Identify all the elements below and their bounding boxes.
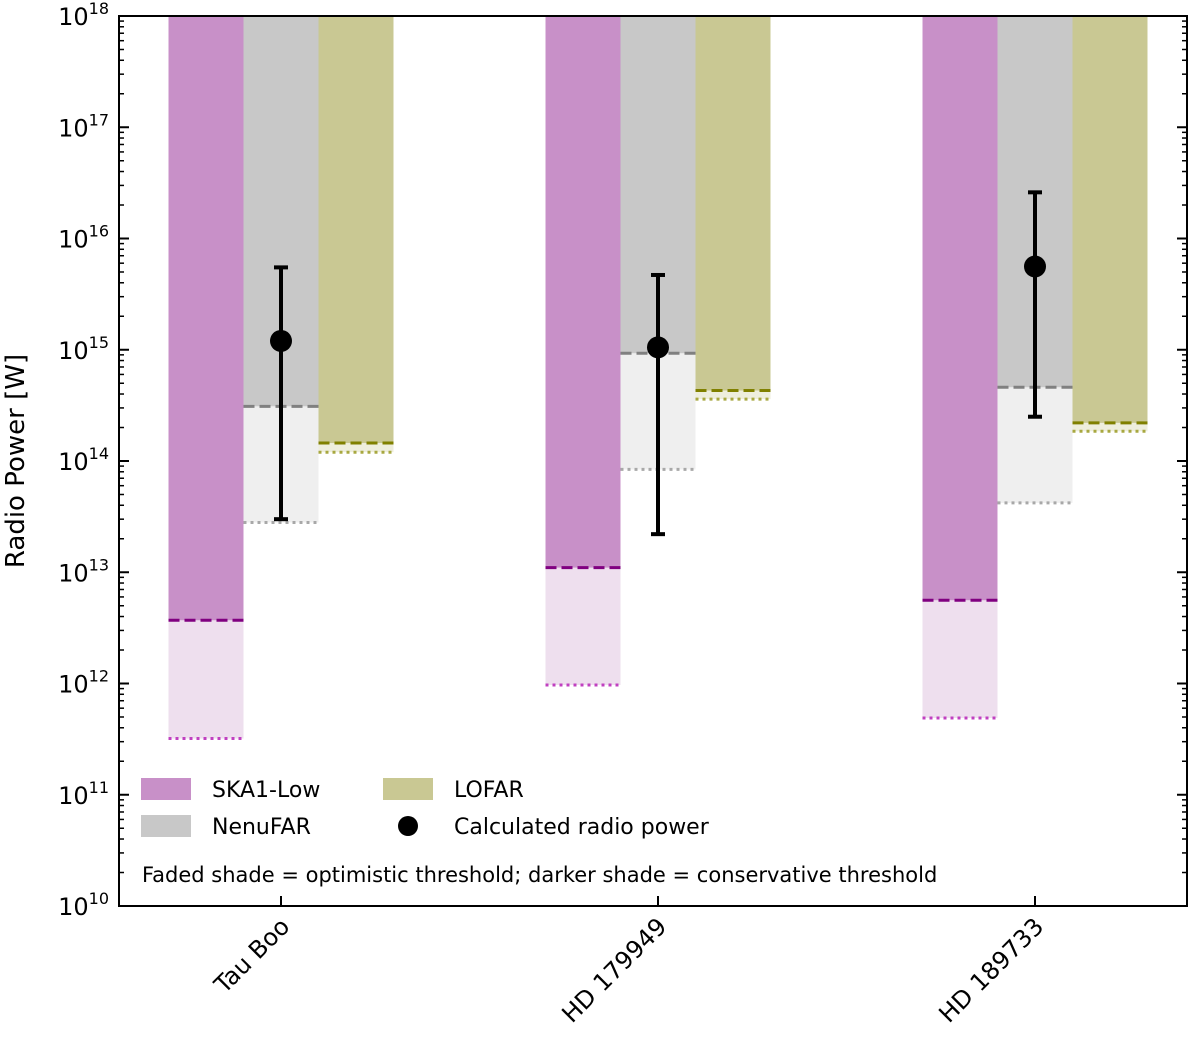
x-tick-label-2: HD 189733 xyxy=(933,912,1049,1028)
x-ticks-group: Tau Boo HD 179949 HD 189733 xyxy=(208,896,1049,1028)
y-axis-label: Radio Power [W] xyxy=(1,354,31,568)
calculated-points-group xyxy=(270,190,1046,537)
calculated-point-2 xyxy=(1024,255,1046,278)
legend-label-1: LOFAR xyxy=(454,778,524,803)
bar-conservative-ska1-low-1 xyxy=(545,16,621,568)
legend-label-0: SKA1-Low xyxy=(212,778,320,803)
calculated-point-1 xyxy=(647,336,669,359)
bar-conservative-lofar-0 xyxy=(318,16,394,444)
legend-label-3: Calculated radio power xyxy=(454,815,710,840)
calculated-point-0 xyxy=(270,329,292,352)
bar-optimistic-lofar-0 xyxy=(318,443,394,453)
bar-optimistic-lofar-1 xyxy=(695,390,771,400)
bar-optimistic-ska1-low-2 xyxy=(922,600,998,718)
y-tick-label: 1017 xyxy=(58,110,109,142)
y-tick-label: 1016 xyxy=(58,222,109,254)
x-tick-label-0: Tau Boo xyxy=(208,912,295,999)
bar-conservative-lofar-2 xyxy=(1072,16,1148,423)
y-tick-label: 1014 xyxy=(58,444,109,476)
y-ticks-group: 1010 1011 1012 1013 1014 1015 1016 1017 1018 xyxy=(58,0,1187,921)
legend: SKA1-Low LOFAR NenuFAR Calculated radio pow… xyxy=(141,778,937,887)
bar-optimistic-ska1-low-1 xyxy=(545,567,621,685)
y-tick-label: 1018 xyxy=(58,0,109,31)
legend-swatch-2 xyxy=(141,815,191,837)
legend-swatch-0 xyxy=(141,778,191,800)
legend-label-2: NenuFAR xyxy=(212,815,311,840)
legend-marker-3 xyxy=(398,816,418,836)
y-tick-label: 1011 xyxy=(58,778,109,810)
bar-conservative-ska1-low-0 xyxy=(168,16,244,621)
bar-conservative-ska1-low-2 xyxy=(922,16,998,601)
y-tick-label: 1012 xyxy=(58,667,109,699)
x-tick-label-1: HD 179949 xyxy=(556,912,672,1028)
bar-optimistic-lofar-2 xyxy=(1072,422,1148,432)
bar-conservative-lofar-1 xyxy=(695,16,771,391)
legend-note: Faded shade = optimistic threshold; dark… xyxy=(142,863,937,887)
y-tick-label: 1015 xyxy=(58,333,109,365)
y-tick-label: 1010 xyxy=(58,889,109,921)
y-tick-label: 1013 xyxy=(58,555,109,587)
legend-swatch-1 xyxy=(383,778,433,800)
bar-optimistic-ska1-low-0 xyxy=(168,620,244,739)
